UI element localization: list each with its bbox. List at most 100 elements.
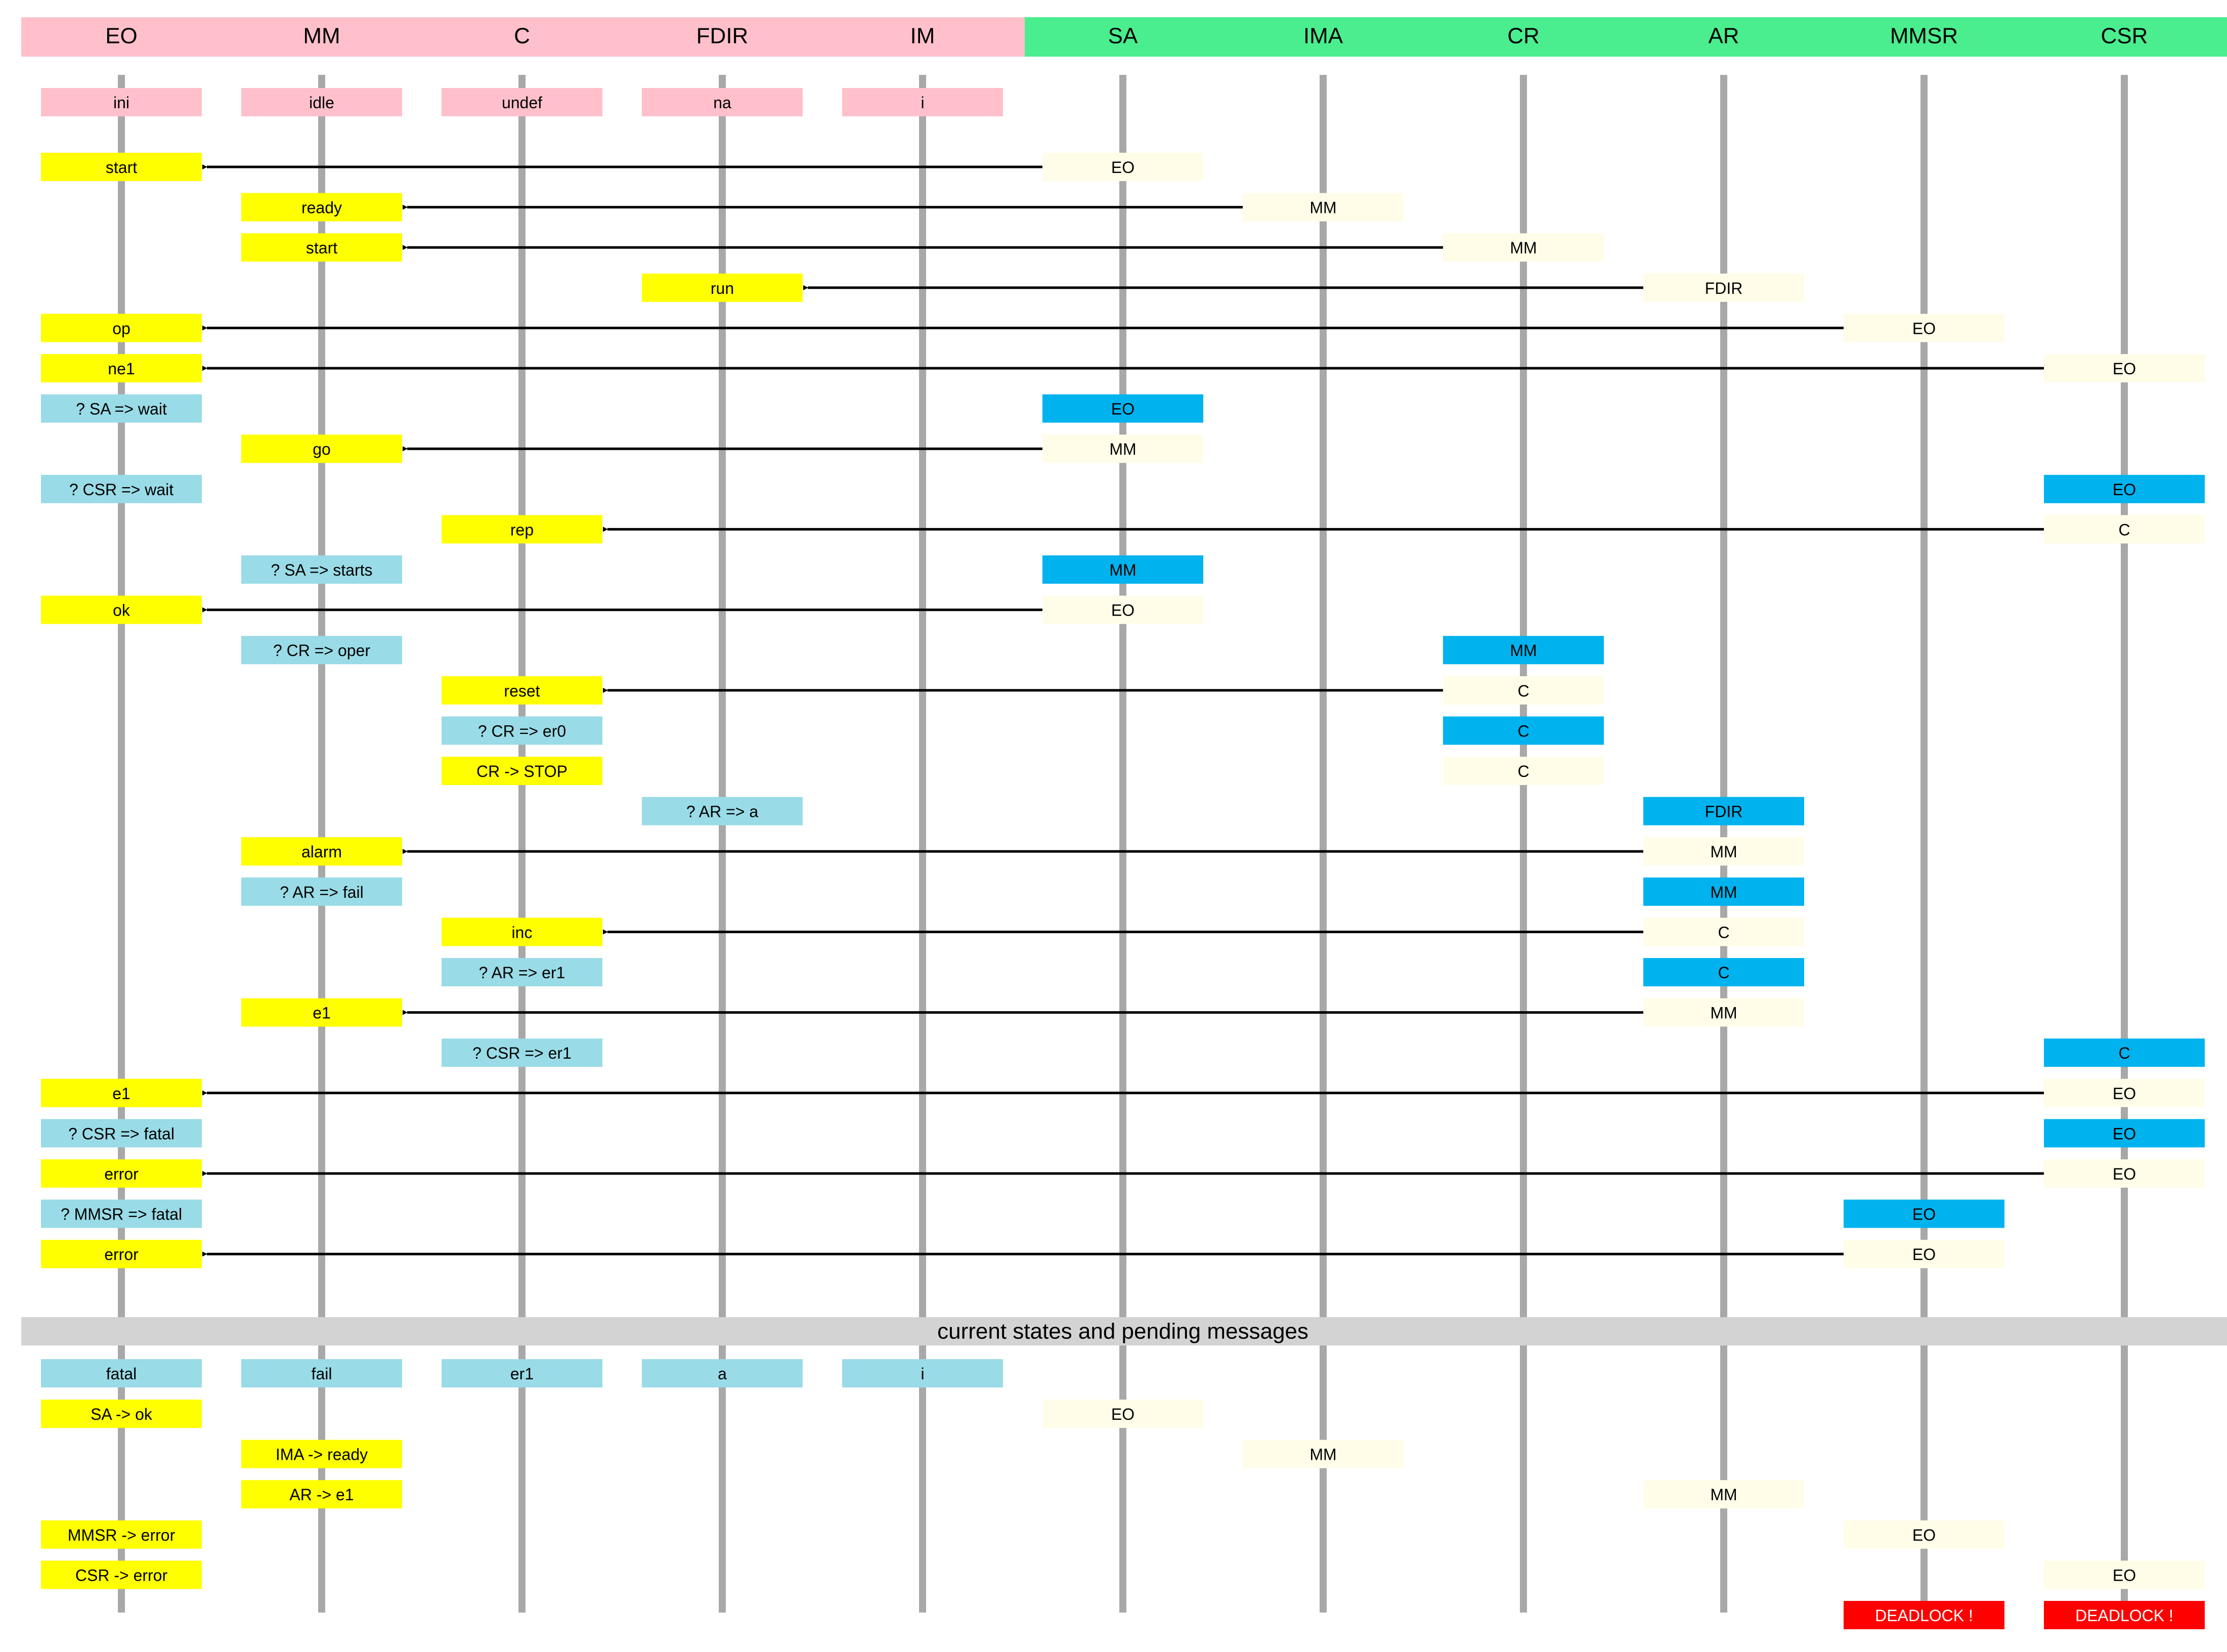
active-sender: EO — [1042, 394, 1203, 423]
action-step-box — [442, 676, 602, 705]
active-sender: EO — [2044, 474, 2205, 503]
query-step: ? AR => er1 — [442, 958, 602, 986]
pending-sender: MM — [1042, 434, 1203, 463]
query-step: ? AR => fail — [241, 877, 402, 906]
column-header-csr: CSR — [2101, 24, 2148, 49]
pending-message-label: MMSR -> error — [68, 1526, 176, 1544]
query-step-box — [41, 1199, 202, 1228]
deadlock-badge-label: DEADLOCK ! — [1875, 1606, 1973, 1625]
active-sender-box — [1443, 636, 1604, 665]
pending-sender: C — [1443, 757, 1604, 785]
pending-sender-label: EO — [1912, 1245, 1936, 1264]
active-sender-box — [1443, 716, 1604, 745]
pending-sender-label: EO — [2113, 360, 2136, 378]
query-step-label: ? AR => a — [686, 803, 759, 821]
pending-sender-label: C — [1517, 682, 1529, 700]
pending-sender: FDIR — [1643, 273, 1804, 302]
pending-sender: EO — [1042, 153, 1203, 181]
active-sender: EO — [2044, 1119, 2205, 1148]
current-state-fdir-label: a — [718, 1365, 727, 1383]
query-step-box — [41, 474, 202, 503]
initial-state-mm-label: idle — [309, 94, 334, 112]
pending-message: AR -> e1 — [241, 1480, 402, 1509]
query-step-box — [241, 555, 402, 584]
pending-sender: MM — [1443, 233, 1604, 262]
deadlock-badge-label: DEADLOCK ! — [2075, 1606, 2173, 1625]
active-sender-box — [2044, 474, 2205, 503]
column-header-mmsr: MMSR — [1890, 24, 1958, 49]
pending-sender: MM — [1643, 837, 1804, 866]
pending-sender-label: MM — [1109, 440, 1136, 458]
pending-sender: MM — [1243, 193, 1404, 222]
action-step-label: op — [112, 319, 130, 337]
pending-sender-label: EO — [1912, 1526, 1936, 1544]
initial-state-fdir: na — [642, 88, 803, 116]
query-step: ? CSR => er1 — [442, 1038, 602, 1067]
action-step-box — [241, 998, 402, 1027]
pending-message-box — [241, 1480, 402, 1509]
action-step-box — [41, 1159, 202, 1188]
separator-label: current states and pending messages — [937, 1319, 1308, 1344]
action-step: start — [241, 233, 402, 262]
pending-message-box — [41, 1520, 202, 1549]
deadlock-badge-box — [2044, 1601, 2205, 1629]
action-step-label: error — [104, 1165, 139, 1183]
column-header-mm: MM — [303, 24, 340, 49]
action-step: start — [41, 153, 202, 181]
pending-sender-label: EO — [1111, 601, 1134, 620]
pending-sender-box — [1844, 314, 2004, 342]
pending-sender-label: C — [1517, 762, 1529, 780]
current-state-mm-box — [241, 1359, 402, 1387]
action-step-box — [41, 153, 202, 181]
pending-sender: C — [1443, 676, 1604, 705]
pending-sender-box — [1042, 153, 1203, 181]
pending-sender-box — [1643, 998, 1804, 1027]
pending-message: MMSR -> error — [41, 1520, 202, 1549]
current-state-c-box — [442, 1359, 602, 1387]
active-sender: EO — [1844, 1199, 2004, 1228]
pending-sender-label: EO — [1912, 319, 1936, 337]
active-sender: MM — [1443, 636, 1604, 665]
action-step: run — [642, 273, 803, 302]
pending-sender: EO — [2044, 1560, 2205, 1589]
current-state-c: er1 — [442, 1359, 602, 1387]
query-step-box — [442, 716, 602, 745]
pending-sender: MM — [1643, 1480, 1804, 1509]
deadlock-badge: DEADLOCK ! — [2044, 1601, 2205, 1629]
column-header-ar: AR — [1708, 24, 1739, 49]
active-sender: MM — [1643, 877, 1804, 906]
pending-sender: EO — [1844, 314, 2004, 342]
action-step-box — [241, 837, 402, 866]
action-step-label: CR -> STOP — [476, 762, 567, 780]
active-sender-box — [1643, 877, 1804, 906]
query-step-box — [41, 1119, 202, 1148]
pending-sender-label: MM — [1710, 1486, 1737, 1504]
pending-sender-label: MM — [1710, 843, 1737, 861]
action-step-label: ready — [301, 199, 342, 217]
pending-message-box — [41, 1560, 202, 1589]
query-step-label: ? CSR => fatal — [68, 1124, 174, 1143]
action-step-label: e1 — [112, 1084, 130, 1103]
header-band-right — [1025, 17, 2227, 57]
initial-state-c-box — [442, 88, 602, 116]
pending-sender-label: MM — [1510, 239, 1537, 257]
deadlock-badge: DEADLOCK ! — [1844, 1601, 2004, 1629]
active-sender: FDIR — [1643, 797, 1804, 825]
action-step-label: inc — [512, 923, 533, 941]
query-step-label: ? CR => oper — [273, 641, 370, 660]
active-sender-box — [2044, 1038, 2205, 1067]
initial-state-im-label: i — [921, 94, 924, 112]
query-step-label: ? CSR => wait — [69, 481, 173, 499]
pending-sender-box — [1643, 273, 1804, 302]
pending-message-box — [41, 1400, 202, 1428]
action-step-box — [442, 918, 602, 946]
query-step-box — [442, 958, 602, 986]
action-step-box — [442, 757, 602, 785]
pending-sender-box — [2044, 1159, 2205, 1188]
pending-sender: MM — [1243, 1440, 1404, 1468]
current-state-mm-label: fail — [312, 1365, 332, 1383]
action-step-label: start — [306, 239, 337, 257]
pending-sender: C — [1643, 918, 1804, 946]
active-sender: C — [1643, 958, 1804, 986]
